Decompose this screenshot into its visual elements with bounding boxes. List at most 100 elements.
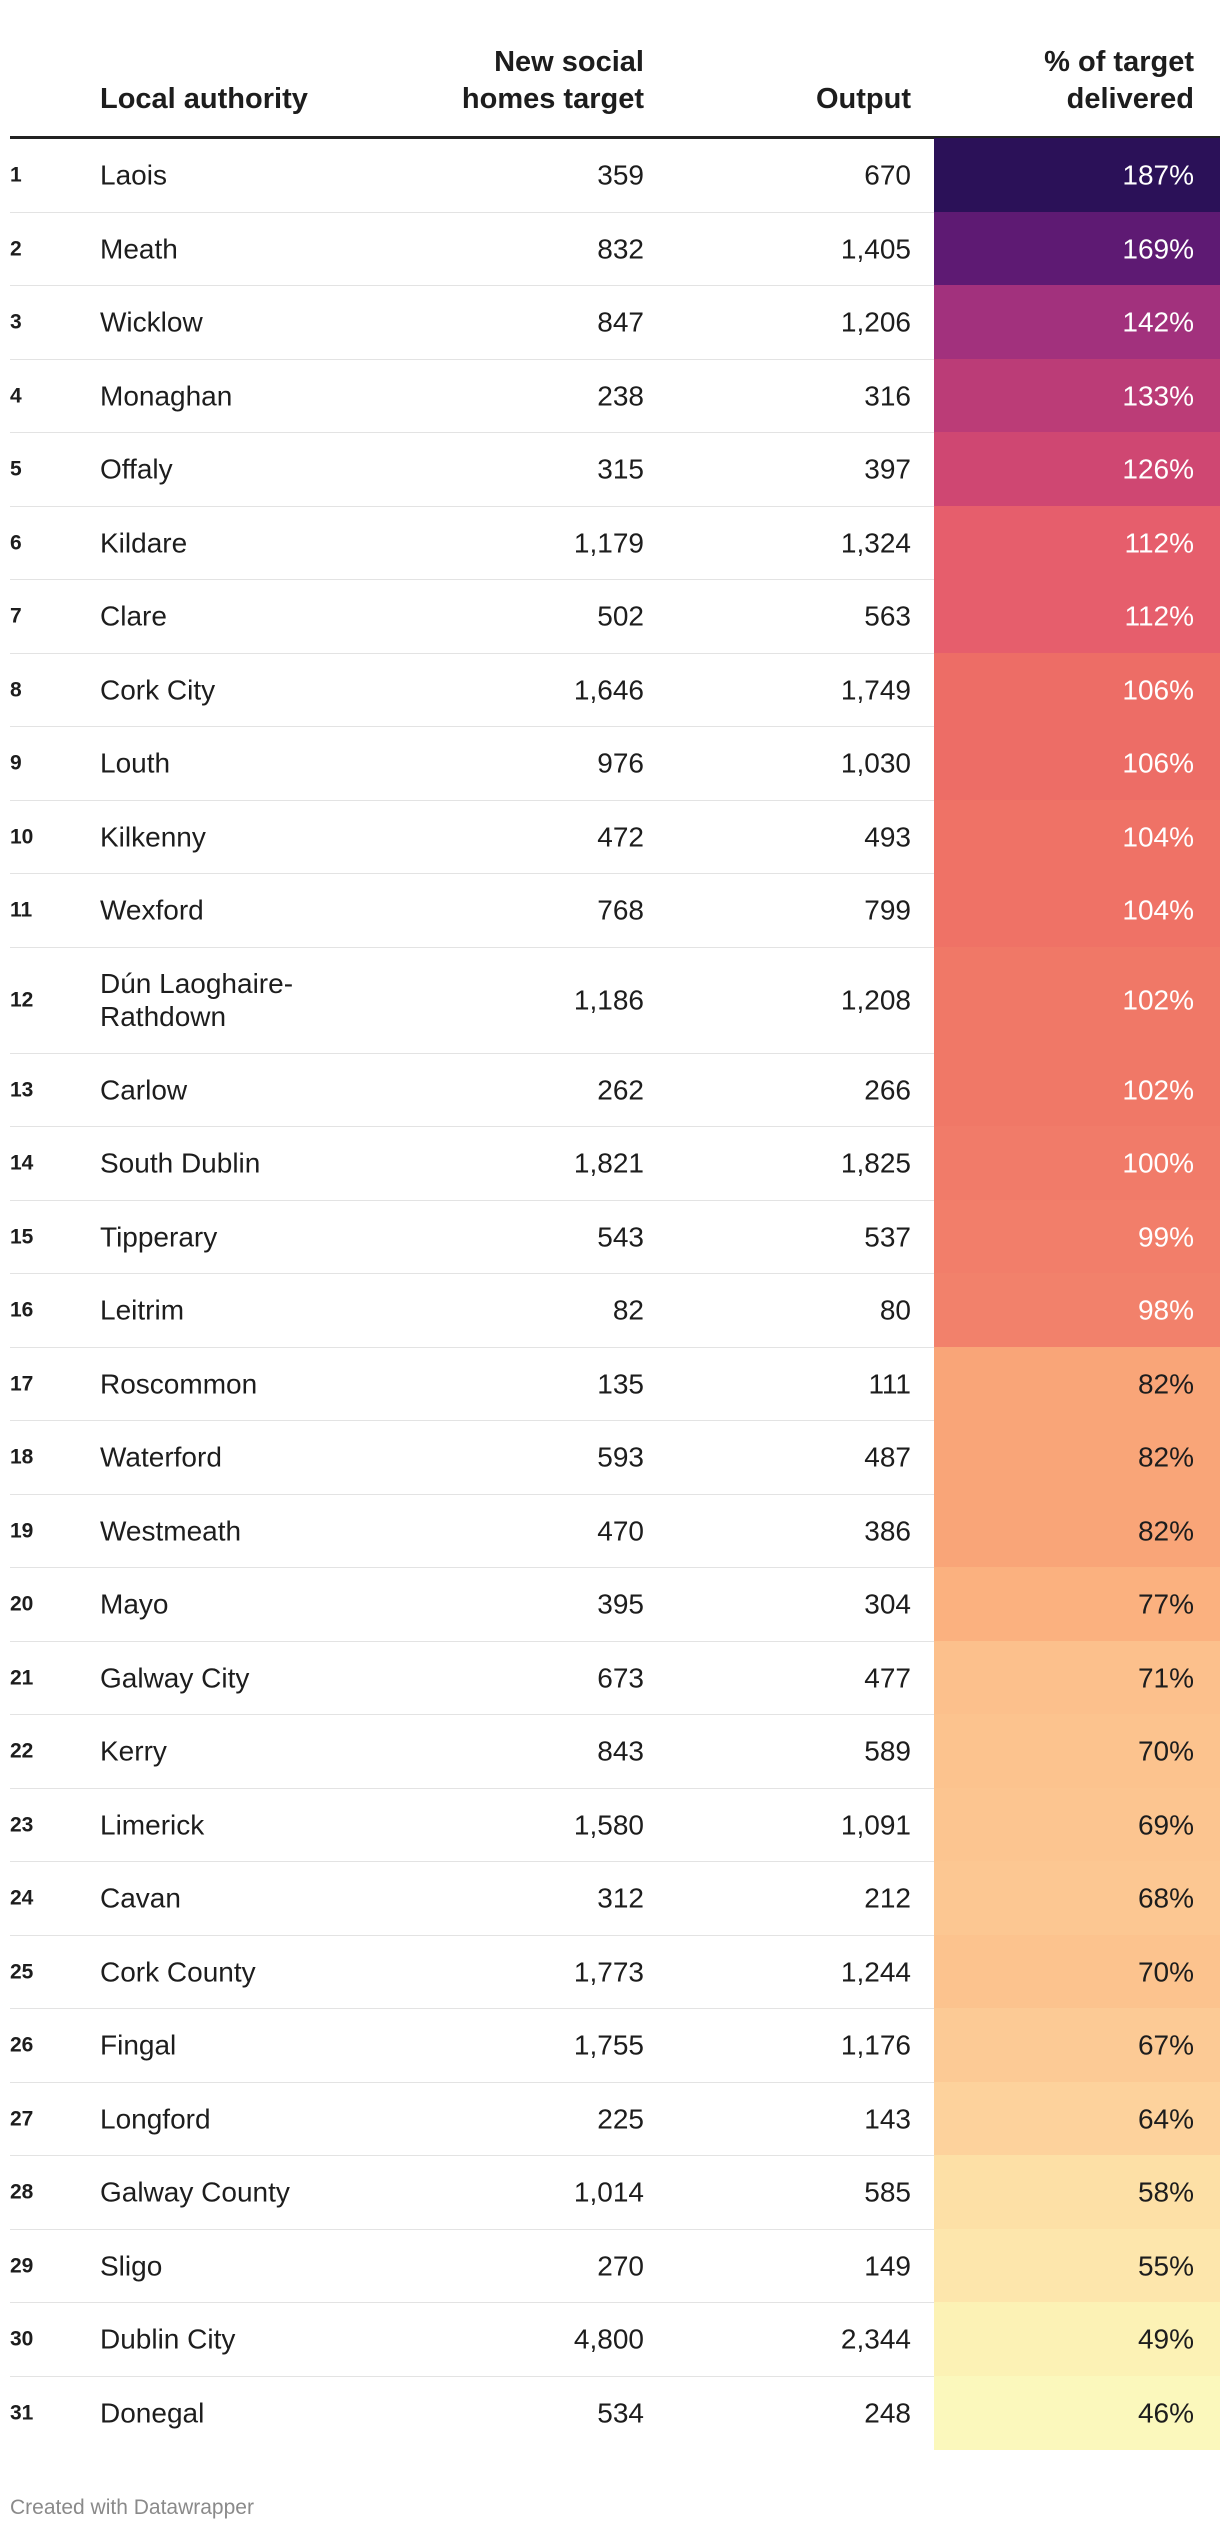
output-cell: 386	[864, 1515, 911, 1547]
output-cell: 477	[864, 1662, 911, 1694]
percent-cell: 133%	[1122, 380, 1194, 412]
percent-color-cell	[934, 1787, 1220, 1861]
percent-cell: 46%	[1137, 2397, 1194, 2429]
data-table: Local authority New social homes target …	[10, 0, 1220, 2450]
rank-cell: 23	[10, 1813, 34, 1837]
rank-cell: 3	[10, 310, 22, 334]
output-cell: 589	[864, 1735, 911, 1767]
output-cell: 585	[864, 2176, 911, 2208]
percent-color-cell	[934, 652, 1220, 726]
target-cell: 832	[597, 233, 644, 265]
target-cell: 502	[597, 600, 644, 632]
authority-name-cell: Carlow	[100, 1074, 188, 1106]
rank-cell: 11	[10, 898, 33, 922]
percent-cell: 104%	[1122, 821, 1194, 853]
output-cell: 563	[864, 600, 911, 632]
target-cell: 472	[597, 821, 644, 853]
output-cell: 397	[864, 453, 911, 485]
target-cell: 534	[597, 2397, 644, 2429]
output-cell: 670	[864, 159, 911, 191]
rank-cell: 16	[10, 1298, 34, 1322]
target-cell: 543	[597, 1221, 644, 1253]
header-output[interactable]: Output	[815, 83, 911, 115]
target-cell: 262	[597, 1074, 644, 1106]
output-cell: 111	[868, 1368, 911, 1400]
percent-cell: 104%	[1122, 894, 1194, 926]
rank-cell: 7	[10, 604, 22, 628]
output-cell: 1,324	[840, 527, 911, 559]
rank-cell: 28	[10, 2180, 34, 2204]
percent-cell: 68%	[1137, 1882, 1194, 1914]
authority-name-cell: Mayo	[100, 1588, 169, 1620]
percent-color-cell	[934, 1052, 1220, 1126]
table-row: 17 Roscommon 135 111 82%	[10, 1346, 1220, 1421]
output-cell: 316	[864, 380, 911, 412]
percent-color-cell	[934, 2155, 1220, 2229]
target-cell: 593	[597, 1441, 644, 1473]
target-cell: 238	[597, 380, 644, 412]
target-cell: 1,014	[573, 2176, 644, 2208]
header-percent-line2: delivered	[1066, 83, 1194, 115]
percent-cell: 58%	[1137, 2176, 1194, 2208]
rank-cell: 6	[10, 531, 22, 555]
target-cell: 315	[597, 453, 644, 485]
table-row: 21 Galway City 673 477 71%	[10, 1640, 1220, 1715]
authority-name-cell: Monaghan	[100, 380, 233, 412]
percent-cell: 69%	[1137, 1809, 1194, 1841]
table-row: 29 Sligo 270 149 55%	[10, 2228, 1220, 2303]
output-cell: 1,244	[840, 1956, 911, 1988]
percent-cell: 112%	[1124, 600, 1194, 632]
authority-name-cell: Fingal	[100, 2029, 177, 2061]
rank-cell: 13	[10, 1078, 34, 1102]
percent-color-cell	[934, 505, 1220, 579]
percent-color-cell	[934, 211, 1220, 285]
header-target[interactable]: New social homes target	[462, 44, 644, 118]
authority-name-cell: Leitrim	[100, 1294, 185, 1326]
target-cell: 1,580	[573, 1809, 644, 1841]
rank-cell: 15	[10, 1225, 34, 1249]
table-row: 3 Wicklow 847 1,206 142%	[10, 285, 1220, 360]
table-row: 1 Laois 359 670 187%	[10, 138, 1220, 213]
rank-cell: 20	[10, 1592, 34, 1616]
output-cell: 212	[864, 1882, 911, 1914]
output-cell: 304	[864, 1588, 911, 1620]
percent-color-cell	[934, 2302, 1220, 2376]
table-row: 26 Fingal 1,755 1,176 67%	[10, 2008, 1220, 2083]
percent-cell: 82%	[1137, 1441, 1194, 1473]
authority-name-cell: Dublin City	[100, 2323, 236, 2355]
target-cell: 270	[597, 2250, 644, 2282]
percent-color-cell	[934, 1493, 1220, 1567]
table-row: 9 Louth 976 1,030 106%	[10, 726, 1220, 801]
footer-credit[interactable]: Created with Datawrapper	[10, 2496, 254, 2519]
percent-cell: 55%	[1137, 2250, 1194, 2282]
percent-color-cell	[934, 2228, 1220, 2302]
authority-name-cell: Kildare	[100, 527, 188, 559]
header-local-authority[interactable]: Local authority	[100, 83, 308, 115]
rank-cell: 27	[10, 2107, 34, 2131]
rank-cell: 30	[10, 2327, 34, 2351]
authority-name-cell: Limerick	[100, 1809, 205, 1841]
authority-name-cell: Wicklow	[100, 306, 203, 338]
table-row: 20 Mayo 395 304 77%	[10, 1567, 1220, 1642]
output-cell: 143	[864, 2103, 911, 2135]
rank-cell: 14	[10, 1151, 34, 1175]
authority-name-cell: Offaly	[100, 453, 173, 485]
percent-color-cell	[934, 579, 1220, 653]
percent-color-cell	[934, 2008, 1220, 2082]
table-row: 25 Cork County 1,773 1,244 70%	[10, 1934, 1220, 2009]
table-row: 12 Dún Laoghaire-Rathdown 1,186 1,208 102%	[10, 946, 1220, 1054]
percent-color-cell	[934, 1714, 1220, 1788]
table-row: 16 Leitrim 82 80 98%	[10, 1273, 1220, 1348]
table-row: 15 Tipperary 543 537 99%	[10, 1199, 1220, 1274]
authority-name-cell: Waterford	[100, 1441, 222, 1473]
header-percent[interactable]: % of target delivered	[1044, 44, 1194, 118]
rank-cell: 18	[10, 1445, 34, 1469]
rank-cell: 21	[10, 1666, 34, 1690]
target-cell: 843	[597, 1735, 644, 1767]
percent-color-cell	[934, 946, 1220, 1053]
rank-cell: 19	[10, 1519, 34, 1543]
table-row: 14 South Dublin 1,821 1,825 100%	[10, 1126, 1220, 1201]
target-cell: 470	[597, 1515, 644, 1547]
table-row: 8 Cork City 1,646 1,749 106%	[10, 652, 1220, 727]
rank-cell: 17	[10, 1372, 34, 1396]
